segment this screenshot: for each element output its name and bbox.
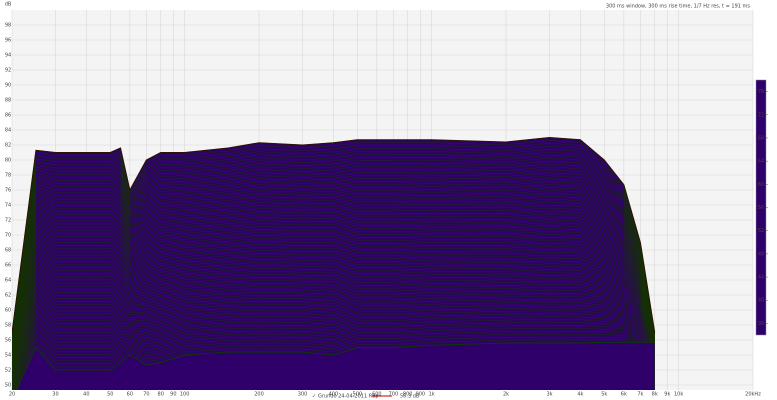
- y-tick-label: 54: [5, 353, 11, 359]
- waterfall: [12, 136, 656, 390]
- y-tick-label: 80: [5, 158, 11, 164]
- x-tick-label: 900: [416, 392, 426, 398]
- x-tick-label: 700: [389, 392, 399, 398]
- colorbar-tick-label: 72: [758, 112, 764, 118]
- x-tick-label: 90: [170, 392, 176, 398]
- y-tick-label: 76: [5, 188, 11, 194]
- colorbar-tick-label: 48: [758, 251, 764, 257]
- x-tick-label: 30: [52, 392, 58, 398]
- y-tick-label: 68: [5, 248, 11, 254]
- legend-level: 56.3 dB: [400, 394, 420, 400]
- x-tick-label: 7k: [637, 392, 643, 398]
- x-tick-label: 70: [143, 392, 149, 398]
- y-tick-label: 90: [5, 83, 11, 89]
- x-tick-label: 1k: [429, 392, 435, 398]
- x-tick-label: 50: [107, 392, 113, 398]
- y-tick-label: 52: [5, 368, 11, 374]
- y-tick-label: 84: [5, 128, 11, 134]
- x-tick-label: 2k: [503, 392, 509, 398]
- y-tick-label: 56: [5, 338, 11, 344]
- end-slice: [16, 341, 655, 390]
- x-tick-label: 9k: [664, 392, 670, 398]
- y-tick-label: 70: [5, 233, 11, 239]
- colorbar-tick-label: 64: [758, 159, 764, 165]
- x-tick-label: 600: [372, 392, 382, 398]
- colorbar-tick-label: 40: [758, 298, 764, 304]
- x-tick-label: 800: [403, 392, 413, 398]
- x-tick-label: 60: [127, 392, 133, 398]
- start-slice: [12, 136, 656, 333]
- x-tick-label: 10k: [674, 392, 683, 398]
- legend-check: ✓: [312, 394, 316, 400]
- x-tick-label: 40: [83, 392, 89, 398]
- y-tick-label: 64: [5, 278, 11, 284]
- colorbar-tick-label: 52: [758, 228, 764, 234]
- y-tick-label: 94: [5, 53, 11, 59]
- x-tick-label: 4k: [577, 392, 583, 398]
- colorbar-tick-label: 44: [758, 275, 764, 281]
- x-tick-label: 80: [158, 392, 164, 398]
- x-tick-label: 500: [353, 392, 363, 398]
- y-tick-label: 86: [5, 113, 11, 119]
- colorbar-tick-label: 36: [758, 321, 764, 327]
- x-tick-label: 8k: [652, 392, 658, 398]
- y-tick-label: 62: [5, 293, 11, 299]
- y-tick-label: 66: [5, 263, 11, 269]
- y-tick-label: 60: [5, 308, 11, 314]
- legend-name: Grundo 24-04-2011 Rbp: [318, 394, 379, 400]
- x-tick-label: 20: [9, 392, 15, 398]
- y-tick-label: 72: [5, 218, 11, 224]
- x-tick-label: 300: [298, 392, 308, 398]
- x-tick-label: 400: [329, 392, 339, 398]
- x-tick-label: 200: [254, 392, 264, 398]
- colorbar-tick-label: 68: [758, 135, 764, 141]
- note: 300 ms window, 300 ms rise time, 1/7 Hz …: [606, 4, 750, 10]
- x-tick-label: 3k: [546, 392, 552, 398]
- y-tick-label: 92: [5, 68, 11, 74]
- colorbar-tick-label: 76: [758, 89, 764, 95]
- x-tick-label: 20kHz: [745, 392, 761, 398]
- colorbar-tick-label: 60: [758, 182, 764, 188]
- y-tick-label: 58: [5, 323, 11, 329]
- y-tick-label: 50: [5, 383, 11, 389]
- y-tick-label: 98: [5, 23, 11, 29]
- y-tick-label: 88: [5, 98, 11, 104]
- y-tick-label: 74: [5, 203, 11, 209]
- y-tick-label: 82: [5, 143, 11, 149]
- x-tick-label: 5k: [601, 392, 607, 398]
- y-axis-label: dB: [5, 2, 12, 8]
- colorbar-tick-label: 56: [758, 205, 764, 211]
- x-tick-label: 6k: [621, 392, 627, 398]
- y-tick-label: 78: [5, 173, 11, 179]
- x-tick-label: 100: [180, 392, 190, 398]
- y-tick-label: 96: [5, 38, 11, 44]
